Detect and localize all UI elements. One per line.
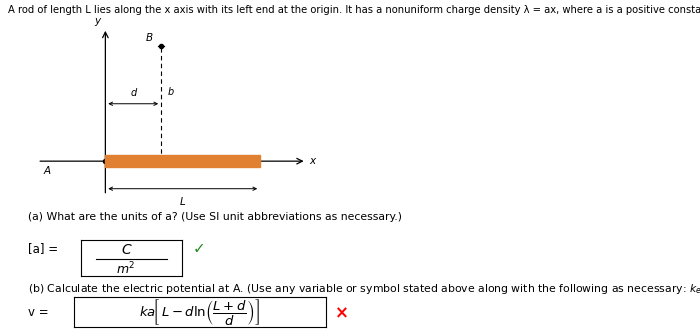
Text: ✓: ✓: [193, 241, 205, 256]
Text: $m^2$: $m^2$: [116, 260, 136, 277]
Text: L: L: [180, 197, 186, 207]
Text: x: x: [309, 156, 316, 166]
Text: $ka\!\left[\,L - d\ln\!\left(\dfrac{L+d}{d}\right)\right]$: $ka\!\left[\,L - d\ln\!\left(\dfrac{L+d}…: [139, 297, 260, 327]
Text: ×: ×: [335, 304, 349, 322]
Text: (a) What are the units of a? (Use SI unit abbreviations as necessary.): (a) What are the units of a? (Use SI uni…: [28, 212, 402, 222]
Text: y: y: [94, 16, 101, 26]
Text: A rod of length L lies along the x axis with its left end at the origin. It has : A rod of length L lies along the x axis …: [8, 5, 700, 15]
Text: b: b: [167, 87, 174, 97]
Text: C: C: [121, 243, 131, 257]
Text: v =: v =: [28, 307, 48, 319]
Text: A: A: [43, 166, 50, 176]
Text: (b) Calculate the electric potential at A. (Use any variable or symbol stated ab: (b) Calculate the electric potential at …: [28, 282, 700, 296]
Text: B: B: [146, 33, 153, 43]
Text: d: d: [130, 88, 136, 98]
Text: [a] =: [a] =: [28, 242, 58, 255]
Bar: [106, 155, 260, 167]
